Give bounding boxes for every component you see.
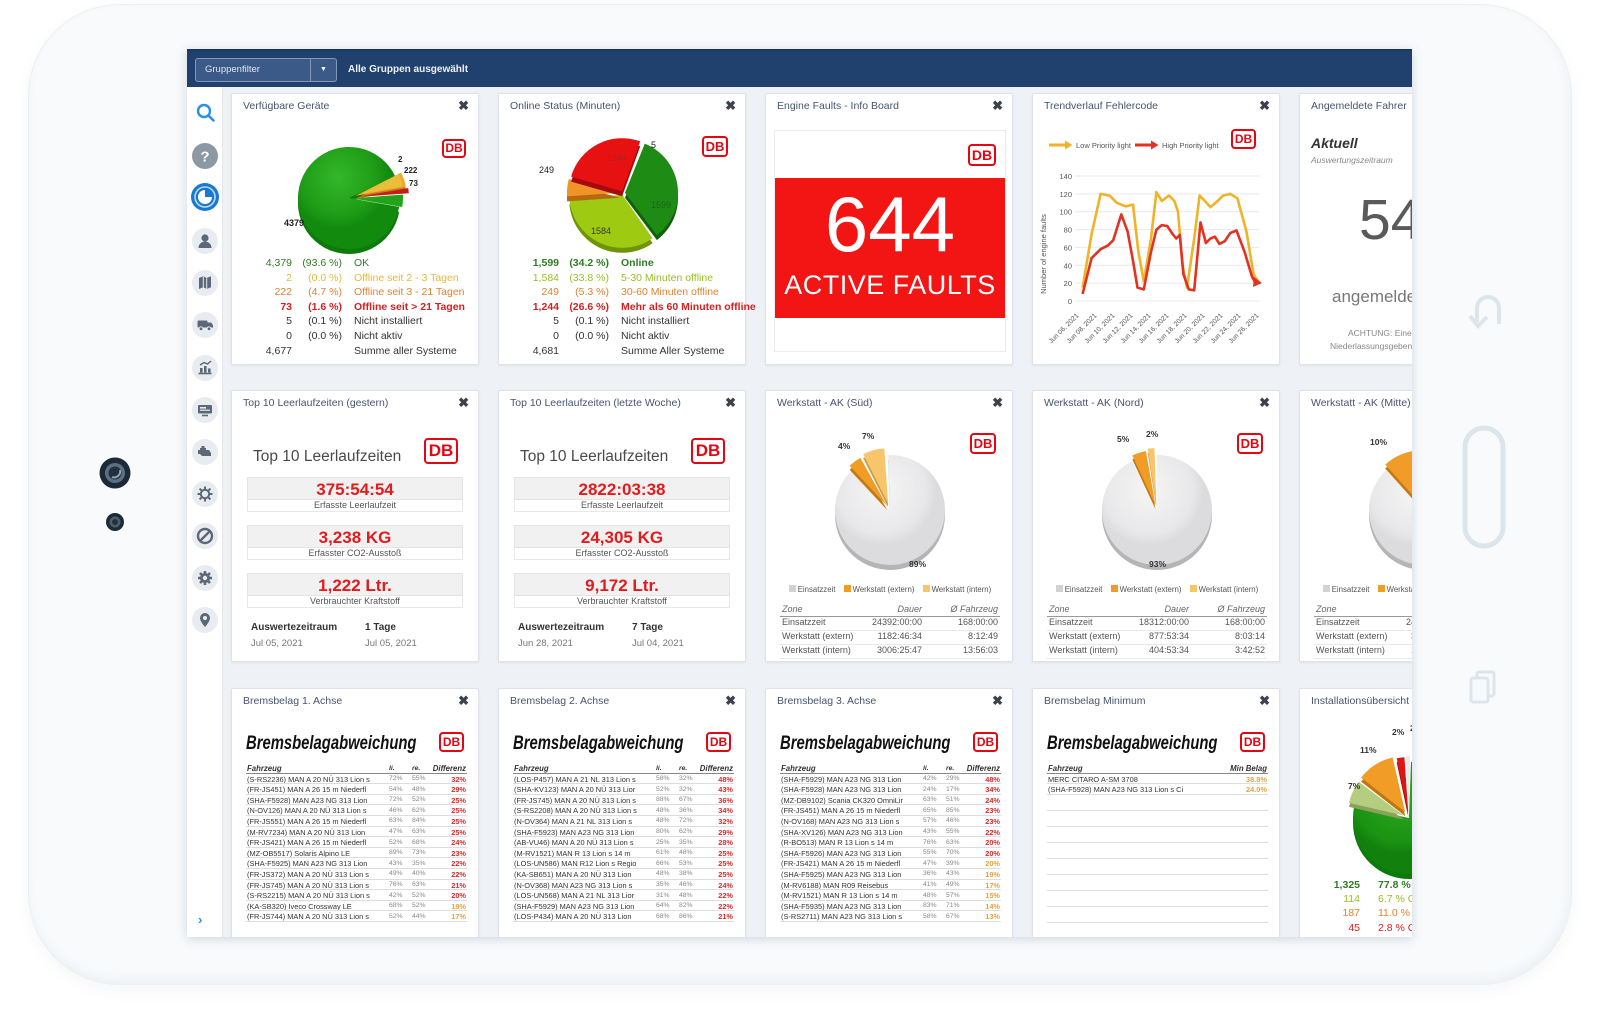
svg-text:2: 2 [1410,723,1412,733]
svg-text:2%: 2% [1146,429,1159,439]
svg-text:11%: 11% [1360,745,1377,755]
svg-text:249: 249 [539,165,554,175]
svg-text:4379: 4379 [284,218,304,228]
svg-text:140: 140 [1059,172,1072,181]
svg-text:4%: 4% [838,441,851,451]
svg-text:High Priority light: High Priority light [1162,141,1220,150]
svg-text:100: 100 [1059,208,1072,217]
svg-text:Low Priority light: Low Priority light [1076,141,1132,150]
svg-text:93%: 93% [1149,559,1166,569]
svg-text:1584: 1584 [591,226,611,236]
svg-text:20: 20 [1064,279,1072,288]
svg-text:Jun 06, 2021: Jun 06, 2021 [1048,312,1081,345]
svg-text:Number of engine faults: Number of engine faults [1039,214,1048,294]
svg-text:40: 40 [1064,261,1072,270]
svg-text:80: 80 [1064,226,1072,235]
svg-text:73: 73 [409,179,418,188]
svg-text:5%: 5% [1117,434,1130,444]
svg-text:10%: 10% [1370,437,1387,447]
svg-text:0: 0 [1068,297,1072,306]
svg-text:2: 2 [398,155,403,164]
svg-text:222: 222 [404,166,418,175]
svg-text:89%: 89% [909,559,926,569]
svg-text:5: 5 [651,140,656,150]
svg-text:2%: 2% [1392,727,1405,737]
svg-text:?: ? [200,149,209,166]
svg-text:120: 120 [1059,190,1072,199]
svg-text:60: 60 [1064,243,1072,252]
svg-text:7%: 7% [862,431,875,441]
svg-text:7%: 7% [1348,781,1361,791]
svg-text:1244: 1244 [607,153,627,163]
svg-text:1599: 1599 [651,200,671,210]
